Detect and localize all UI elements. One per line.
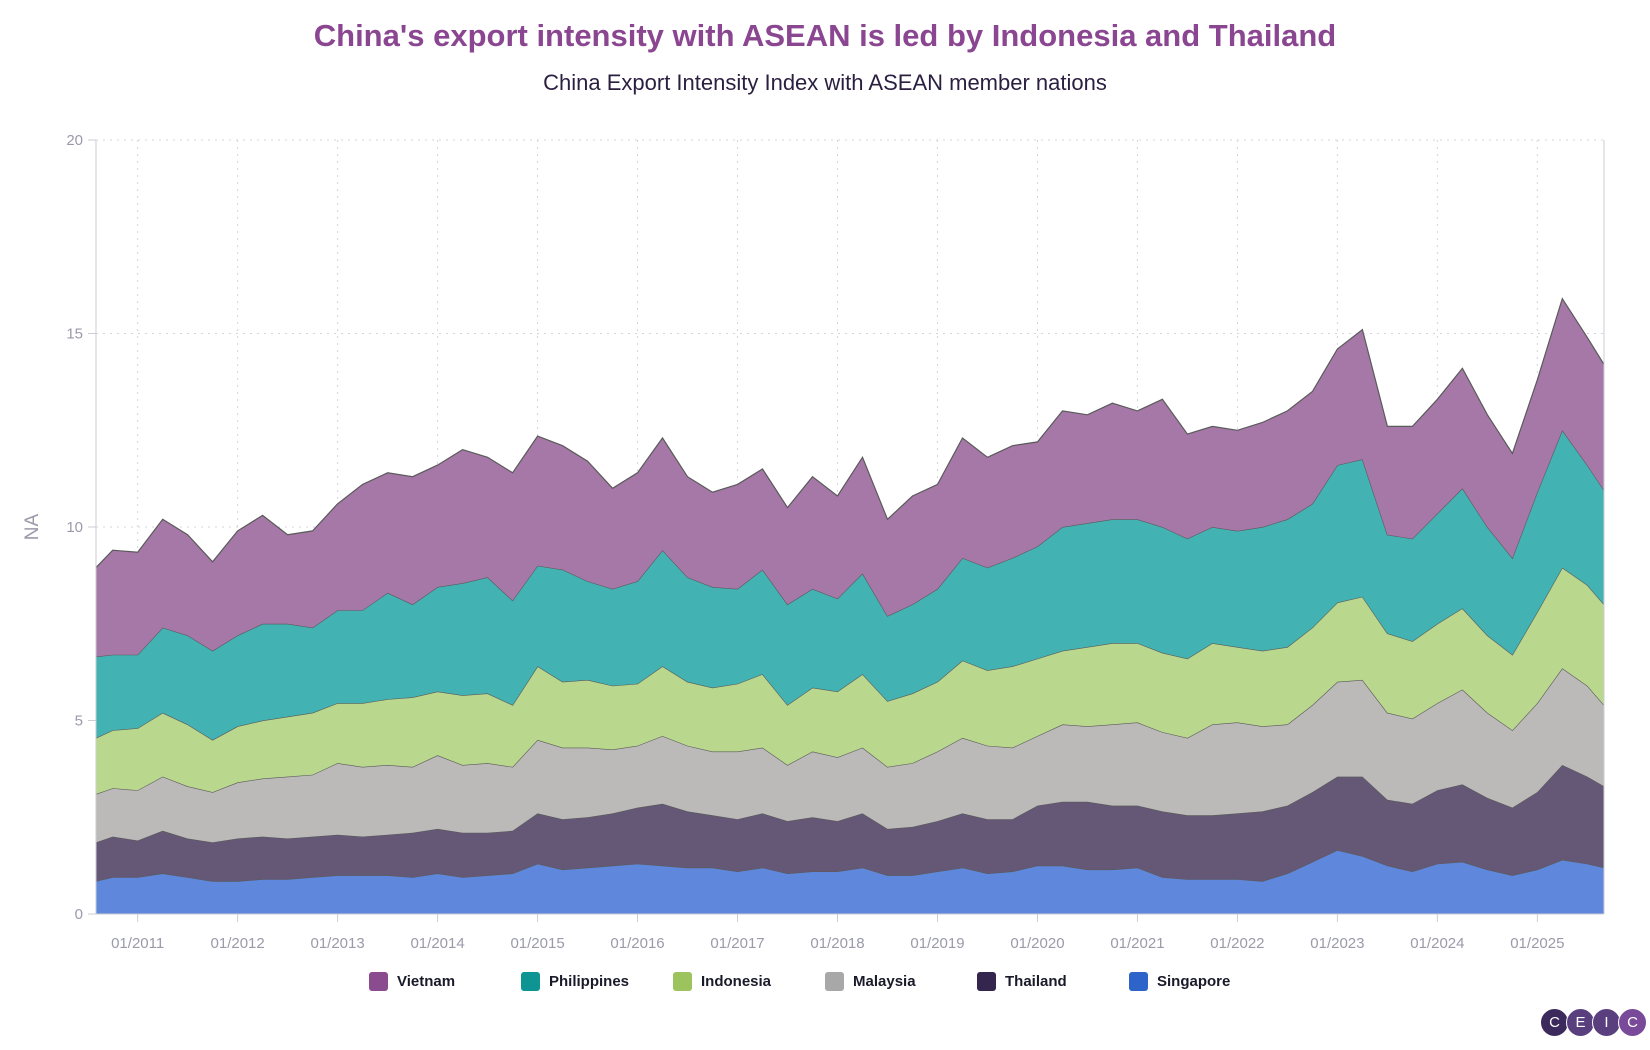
x-tick-label: 01/2015 xyxy=(510,935,564,952)
legend-label: Malaysia xyxy=(853,973,916,990)
chart-subtitle: China Export Intensity Index with ASEAN … xyxy=(543,70,1107,95)
area-indonesia xyxy=(96,567,1604,794)
x-tick-label: 01/2018 xyxy=(810,935,864,952)
x-tick-label: 01/2011 xyxy=(111,935,164,952)
legend-label: Indonesia xyxy=(701,973,772,990)
legend-label: Singapore xyxy=(1157,973,1231,990)
legend-item-thailand[interactable]: Thailand xyxy=(977,972,1129,991)
legend-item-singapore[interactable]: Singapore xyxy=(1129,972,1281,991)
x-tick-label: 01/2016 xyxy=(610,935,664,952)
legend-swatch xyxy=(1129,972,1148,991)
y-axis-label: NA xyxy=(22,513,43,540)
legend-item-philippines[interactable]: Philippines xyxy=(521,972,673,991)
y-tick-label: 20 xyxy=(66,132,83,149)
legend-item-malaysia[interactable]: Malaysia xyxy=(825,972,977,991)
x-tick-label: 01/2013 xyxy=(310,935,364,952)
area-philippines xyxy=(96,430,1604,740)
legend-swatch xyxy=(521,972,540,991)
y-tick-label: 10 xyxy=(66,519,83,536)
x-tick-label: 01/2020 xyxy=(1010,935,1064,952)
legend: Vietnam Philippines Indonesia Malaysia Thail… xyxy=(0,972,1650,991)
x-tick-label: 01/2021 xyxy=(1110,935,1164,952)
logo-letter: I xyxy=(1592,1008,1621,1037)
legend-item-vietnam[interactable]: Vietnam xyxy=(369,972,521,991)
legend-swatch xyxy=(673,972,692,991)
x-tick-label: 01/2014 xyxy=(410,935,464,952)
axes: 0 5 10 15 20 01/2011 01/2012 01/2013 01/2014 01/2… xyxy=(66,132,1605,952)
legend-label: Vietnam xyxy=(397,973,456,990)
ceic-logo: C E I C xyxy=(1540,1008,1647,1037)
logo-letter: C xyxy=(1540,1008,1569,1037)
x-tick-label: 01/2017 xyxy=(710,935,764,952)
legend-item-indonesia[interactable]: Indonesia xyxy=(673,972,825,991)
y-tick-label: 5 xyxy=(75,713,83,730)
y-tick-label: 15 xyxy=(66,326,83,343)
legend-swatch xyxy=(825,972,844,991)
legend-swatch xyxy=(977,972,996,991)
y-tick-label: 0 xyxy=(75,906,83,923)
x-tick-label: 01/2024 xyxy=(1410,935,1464,952)
x-tick-label: 01/2019 xyxy=(910,935,964,952)
areas xyxy=(95,297,1605,914)
chart-title: China's export intensity with ASEAN is l… xyxy=(313,18,1337,53)
area-thailand xyxy=(96,765,1604,882)
x-tick-label: 01/2025 xyxy=(1510,935,1564,952)
area-malaysia xyxy=(96,668,1604,843)
legend-swatch xyxy=(369,972,388,991)
x-tick-label: 01/2022 xyxy=(1210,935,1264,952)
legend-label: Thailand xyxy=(1005,973,1067,990)
x-tick-label: 01/2023 xyxy=(1310,935,1364,952)
x-tick-label: 01/2012 xyxy=(211,935,265,952)
logo-letter: C xyxy=(1618,1008,1647,1037)
area-singapore xyxy=(96,850,1604,914)
line-vietnam xyxy=(95,297,1605,569)
logo-letter: E xyxy=(1566,1008,1595,1037)
legend-label: Philippines xyxy=(549,973,630,990)
